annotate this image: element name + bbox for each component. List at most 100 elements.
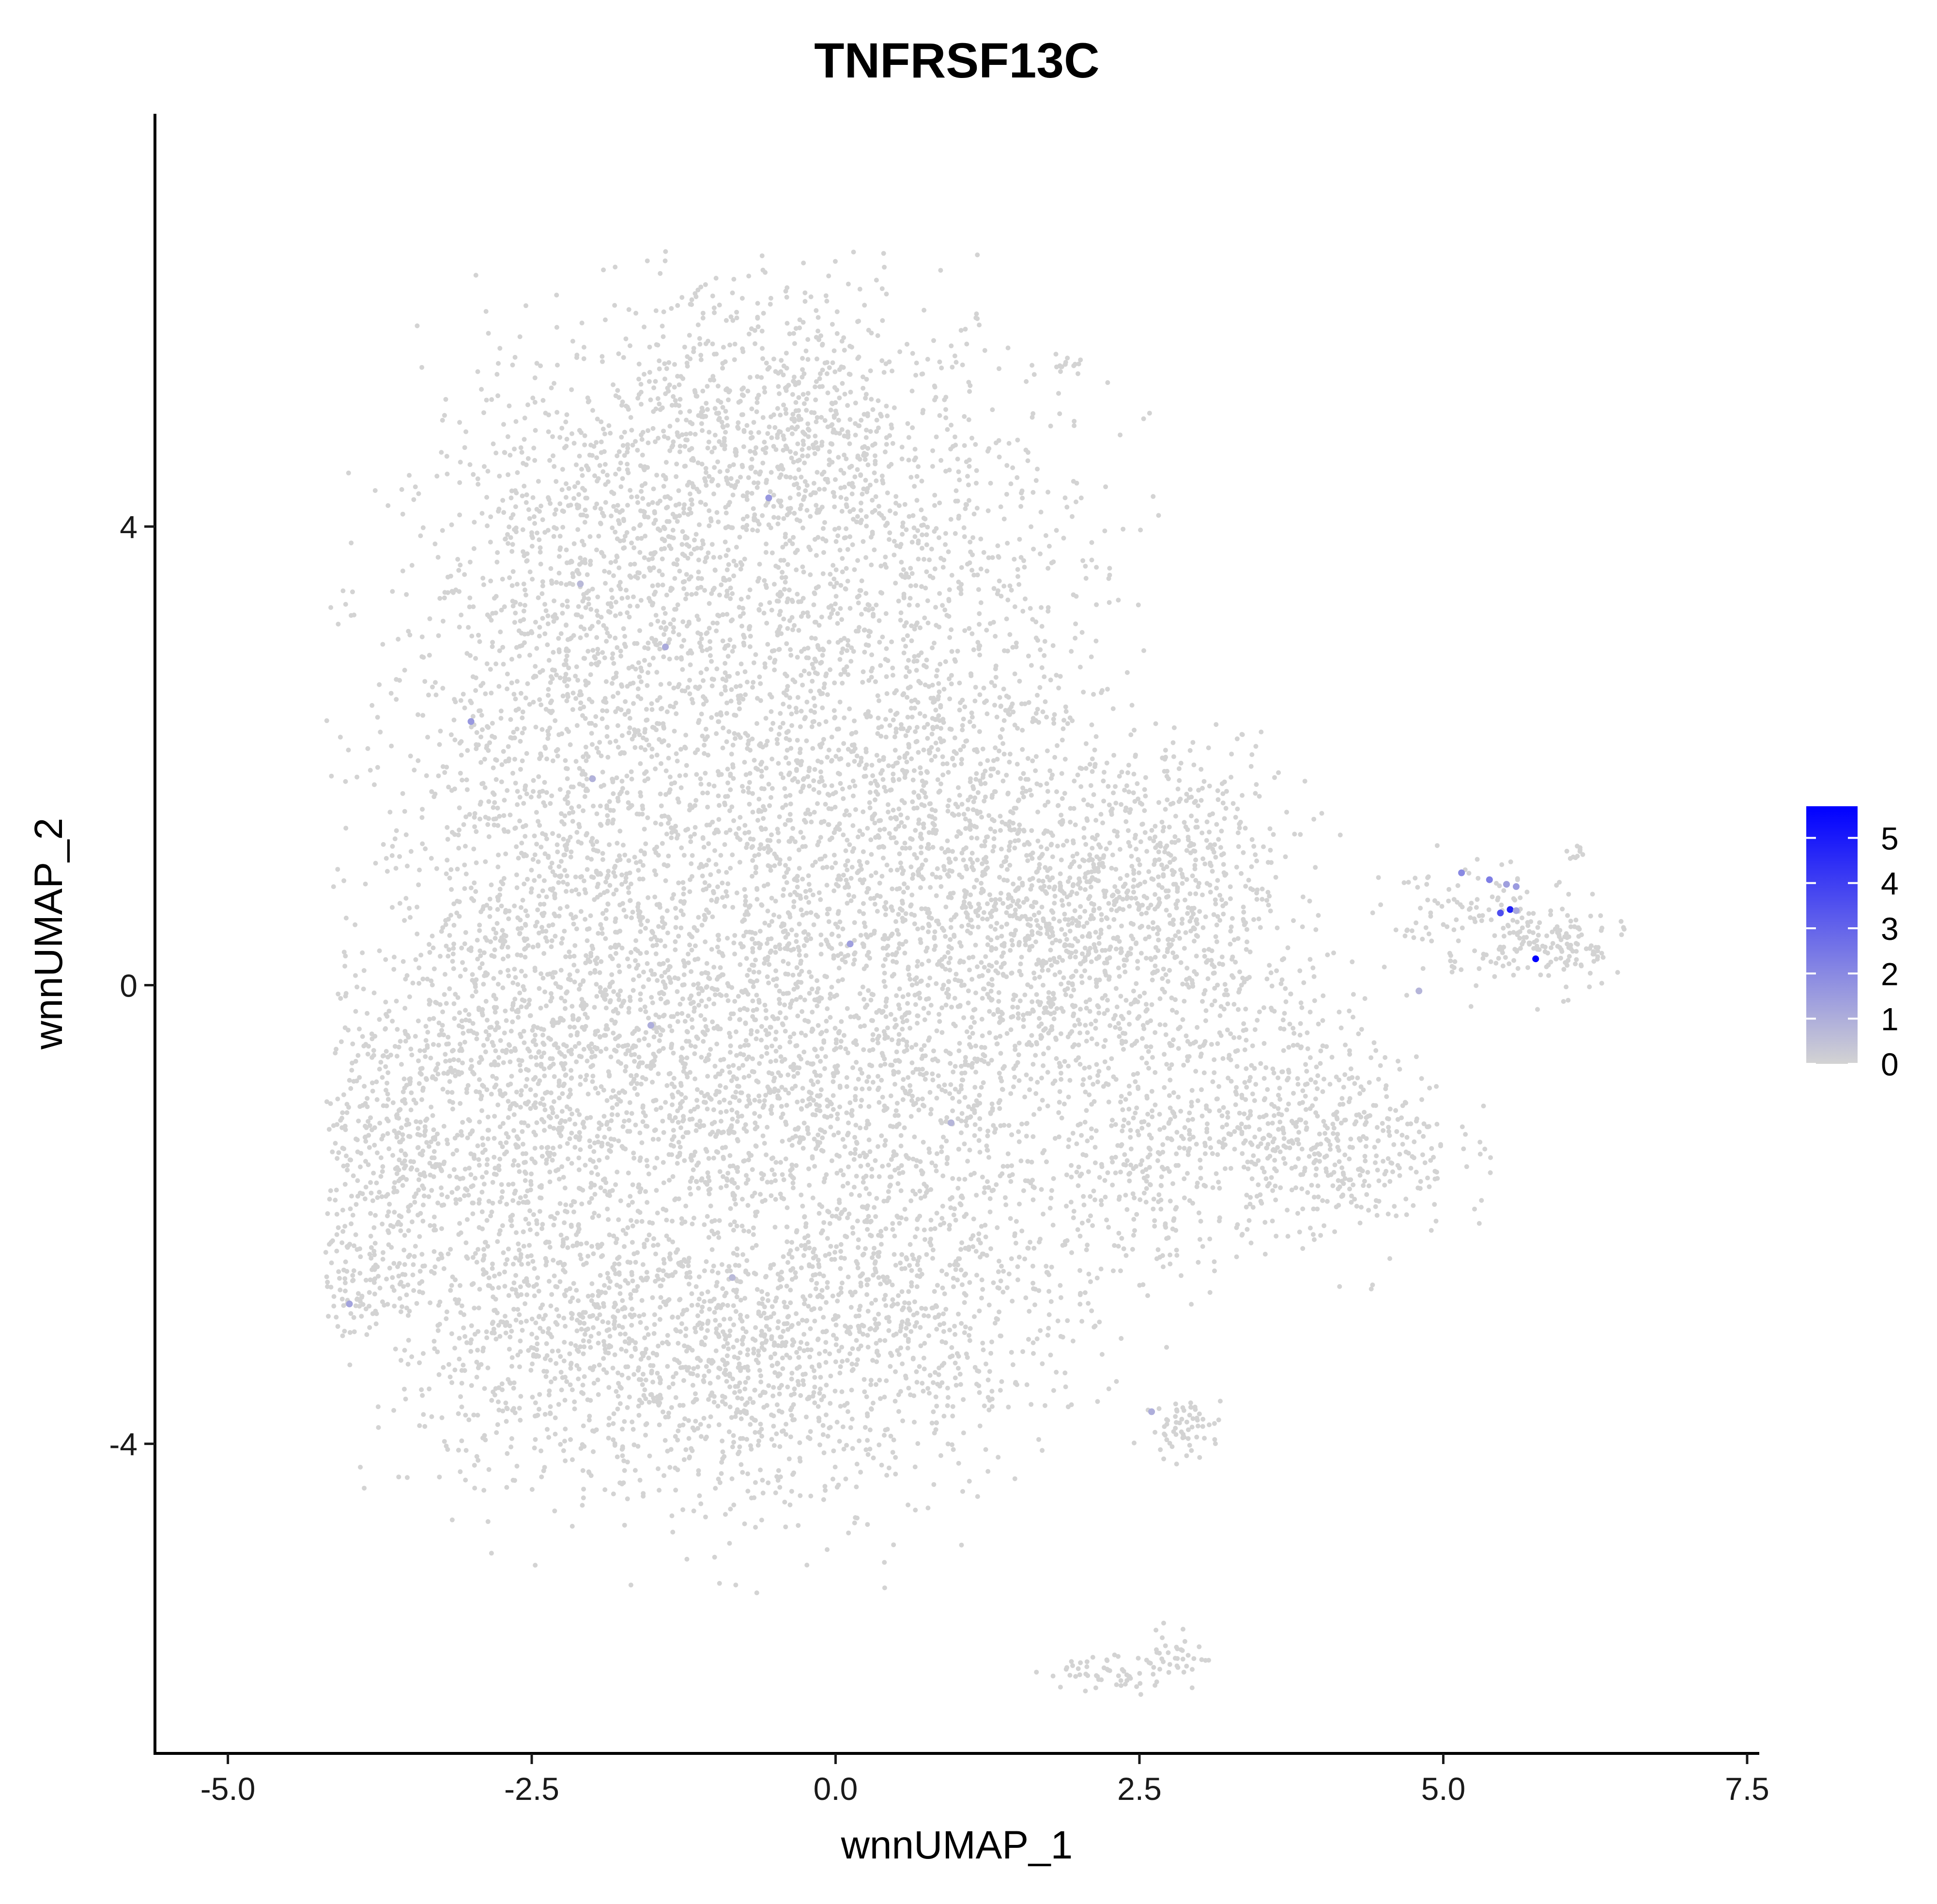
cell-point (781, 402, 786, 408)
cell-point (774, 599, 780, 604)
cell-point (929, 546, 934, 552)
cell-point (842, 669, 847, 675)
cell-point (694, 614, 700, 619)
cell-point (583, 605, 588, 610)
cell-point (715, 944, 720, 950)
cell-point (510, 569, 516, 574)
cell-point (431, 794, 437, 799)
cell-point (842, 812, 847, 817)
cell-point (801, 401, 807, 406)
cell-point (1074, 594, 1079, 599)
cell-point (474, 829, 479, 834)
cell-point (378, 1059, 384, 1065)
cell-point (750, 435, 755, 440)
cell-point (910, 351, 915, 356)
cell-point (785, 562, 790, 567)
cell-point (800, 525, 805, 531)
cell-point (815, 328, 821, 334)
cell-point (919, 650, 924, 656)
cell-point (1033, 478, 1039, 483)
cell-point (463, 429, 469, 434)
cell-point (949, 343, 954, 349)
cell-point (674, 474, 679, 479)
cell-point (677, 449, 682, 454)
cell-point (686, 619, 692, 625)
cell-point (994, 960, 999, 965)
cell-point (625, 449, 630, 455)
cell-point (847, 534, 853, 539)
cell-point (828, 571, 833, 577)
cell-point (716, 719, 722, 724)
cell-point (594, 811, 600, 816)
cell-point (733, 713, 738, 718)
cell-point (404, 592, 409, 597)
cell-point (516, 856, 521, 861)
cell-point (1005, 648, 1010, 654)
cell-point (439, 450, 444, 455)
cell-point (602, 431, 607, 437)
cell-point (1103, 484, 1108, 490)
cell-point (929, 731, 935, 737)
cell-point (678, 785, 684, 790)
cell-point (841, 471, 846, 476)
cell-point (661, 961, 666, 966)
cell-point (439, 1185, 444, 1190)
cell-point (549, 385, 554, 391)
cell-point (565, 683, 570, 689)
cell-point (952, 735, 957, 740)
cell-point (1026, 700, 1031, 705)
cell-point (603, 317, 608, 322)
cell-point (1080, 558, 1086, 563)
cell-point (988, 773, 993, 778)
cell-point (554, 410, 560, 415)
cell-point (560, 524, 566, 530)
cell-point (838, 495, 844, 500)
cell-point (1005, 540, 1010, 546)
cell-point (811, 602, 816, 607)
cell-point (656, 1136, 661, 1142)
cell-point (384, 869, 390, 874)
cell-point (769, 550, 775, 555)
cell-point (765, 738, 770, 744)
cell-point (1010, 942, 1015, 948)
cell-point (435, 1141, 441, 1146)
cell-point (1031, 546, 1036, 552)
cell-point (464, 777, 469, 783)
cell-point (533, 664, 538, 669)
cell-point (469, 633, 475, 639)
cell-point (945, 427, 950, 432)
cell-point (1039, 605, 1044, 610)
cell-point (611, 1030, 616, 1036)
cell-point (484, 745, 489, 751)
cell-point (769, 795, 773, 800)
cell-point (949, 649, 954, 654)
cell-point (885, 521, 890, 526)
cell-point (511, 1112, 517, 1117)
cell-point (742, 556, 747, 562)
cell-point (955, 785, 961, 790)
cell-point (973, 315, 979, 321)
cell-point (925, 620, 931, 626)
cell-point (568, 834, 573, 840)
cell-point (609, 587, 614, 593)
cell-point (575, 480, 581, 485)
cell-point (760, 513, 765, 518)
cell-point (689, 551, 694, 556)
cell-point (956, 513, 962, 519)
cell-point (1129, 703, 1135, 708)
cell-point (478, 760, 484, 765)
cell-point (703, 478, 708, 484)
cell-point (654, 727, 659, 733)
cell-point (919, 523, 924, 528)
cell-point (872, 547, 877, 553)
cell-point (871, 612, 876, 617)
cell-point (909, 638, 914, 644)
cell-point (723, 644, 728, 649)
cell-point (710, 819, 715, 825)
cell-point (506, 829, 511, 834)
cell-point (712, 568, 718, 573)
cell-point (473, 273, 478, 278)
cell-point (462, 572, 467, 577)
cell-point (498, 630, 503, 634)
cell-point (343, 779, 348, 784)
